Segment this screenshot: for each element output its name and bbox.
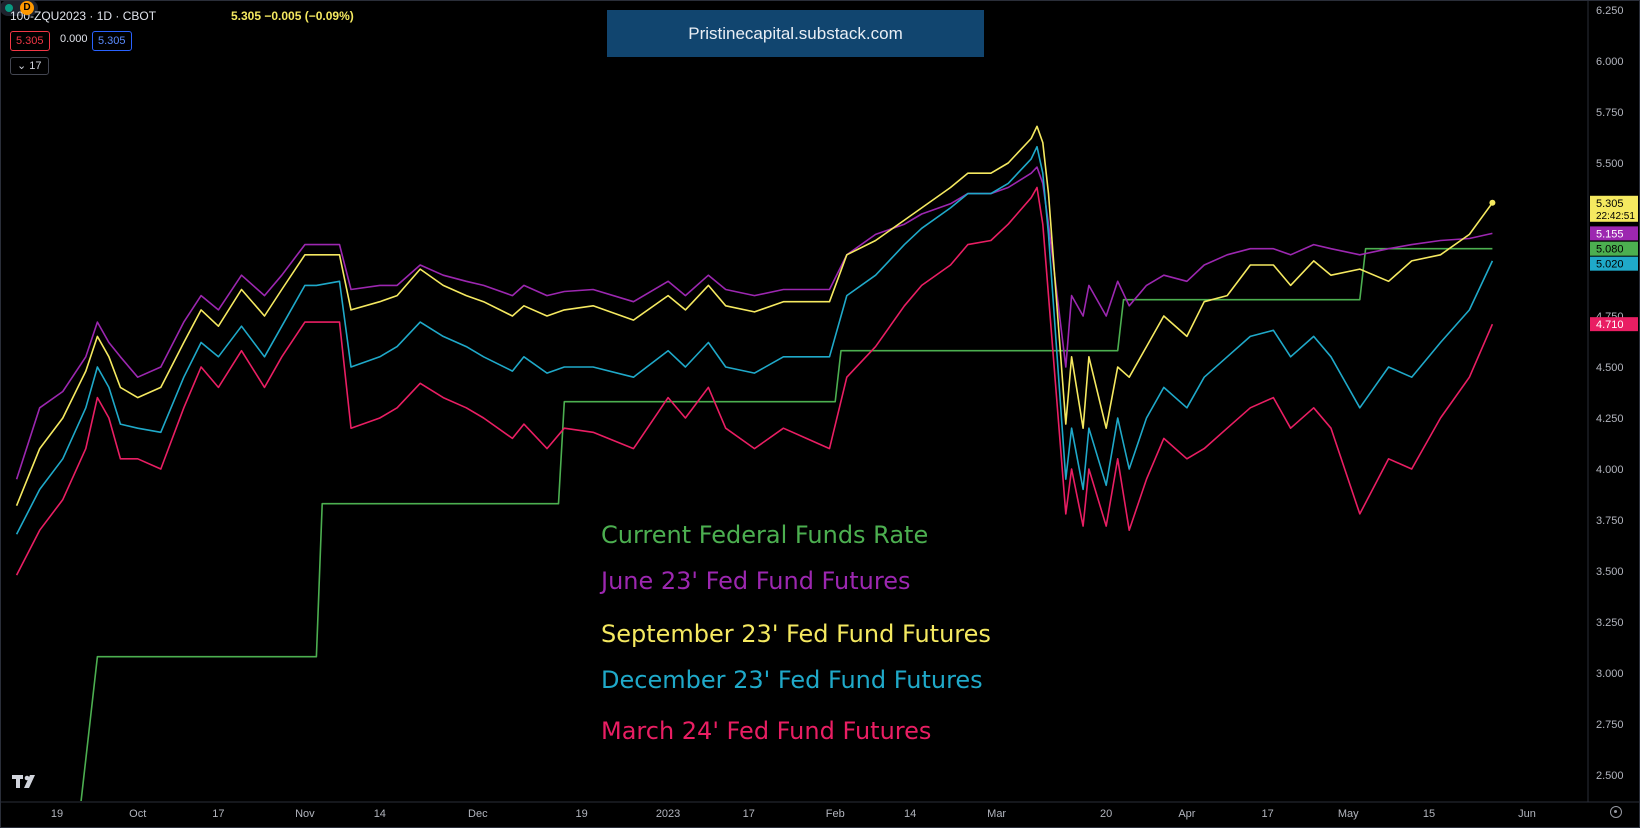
y-tick-label: 6.000 — [1596, 56, 1624, 68]
last-value-label: 5.020 — [1596, 259, 1624, 271]
market-status[interactable]: D — [0, 0, 38, 16]
legend-annotation: September 23' Fed Fund Futures — [601, 620, 991, 648]
last-price-dot — [1489, 199, 1496, 206]
y-tick-label: 5.500 — [1596, 158, 1624, 170]
last-value-tag — [1590, 317, 1638, 332]
y-tick-label: 2.500 — [1596, 770, 1624, 782]
y-tick-label: 6.250 — [1596, 5, 1624, 17]
y-tick-label: 4.250 — [1596, 413, 1624, 425]
series-line — [15, 125, 1494, 507]
y-tick-label: 3.750 — [1596, 515, 1624, 527]
legend-annotation: December 23' Fed Fund Futures — [601, 666, 983, 694]
series-line — [15, 166, 1493, 480]
last-value-label: 5.155 — [1596, 228, 1624, 240]
buy-price-button[interactable]: 5.305 — [92, 31, 132, 51]
interval-badge: D — [20, 1, 34, 15]
y-tick-label: 2.750 — [1596, 719, 1624, 731]
y-tick-label: 3.500 — [1596, 566, 1624, 578]
indicator-count: 17 — [29, 60, 42, 72]
x-tick-label: Dec — [468, 808, 488, 820]
chevron-down-icon: ⌄ — [17, 60, 27, 72]
series-line — [15, 145, 1494, 535]
y-tick-label: 3.000 — [1596, 668, 1624, 680]
x-tick-label: 17 — [212, 808, 224, 820]
last-value-label: 4.710 — [1596, 319, 1624, 331]
x-tick-label: May — [1338, 808, 1359, 820]
countdown-label: 22:42:51 — [1596, 211, 1635, 222]
last-value-label: 5.080 — [1596, 244, 1624, 256]
x-tick-label: 14 — [904, 808, 916, 820]
symbol-title[interactable]: 100-ZQU2023 · 1D · CBOT — [10, 9, 157, 23]
x-tick-label: Feb — [826, 808, 845, 820]
legend-annotation: June 23' Fed Fund Futures — [599, 567, 911, 595]
settings-icon[interactable] — [1610, 806, 1622, 818]
x-tick-label: 14 — [374, 808, 386, 820]
y-tick-label: 3.250 — [1596, 617, 1624, 629]
legend-annotation: March 24' Fed Fund Futures — [601, 717, 931, 745]
x-tick-label: Apr — [1178, 808, 1195, 820]
market-open-dot-icon — [5, 4, 13, 12]
x-tick-label: Mar — [987, 808, 1006, 820]
y-tick-label: 5.750 — [1596, 107, 1624, 119]
series-line — [80, 247, 1493, 801]
y-tick-label: 4.000 — [1596, 464, 1624, 476]
collapse-indicators-button[interactable]: ⌄ 17 — [10, 57, 49, 75]
last-value-tag — [1590, 195, 1638, 222]
y-tick-label: 4.500 — [1596, 362, 1624, 374]
x-tick-label: 17 — [1261, 808, 1273, 820]
price-change-readout: 5.305 −0.005 (−0.09%) — [231, 9, 354, 23]
sell-price-button[interactable]: 5.305 — [10, 31, 50, 51]
x-tick-label: Nov — [295, 808, 315, 820]
x-tick-label: 19 — [575, 808, 587, 820]
x-tick-label: Oct — [129, 808, 146, 820]
x-tick-label: 15 — [1423, 808, 1435, 820]
watermark-banner: Pristinecapital.substack.com — [607, 10, 984, 57]
last-value-tag — [1590, 241, 1638, 256]
spread-value: 0.000 — [60, 33, 88, 45]
x-tick-label: 17 — [743, 808, 755, 820]
x-tick-label: 2023 — [656, 808, 680, 820]
x-tick-label: Jun — [1518, 808, 1536, 820]
last-value-tag — [1590, 226, 1638, 241]
x-tick-label: 20 — [1100, 808, 1112, 820]
legend-annotation: Current Federal Funds Rate — [601, 521, 928, 549]
last-value-tag — [1590, 256, 1638, 271]
last-value-label: 5.305 — [1596, 198, 1624, 210]
tradingview-logo-icon[interactable] — [12, 775, 40, 789]
x-tick-label: 19 — [51, 808, 63, 820]
series-line — [15, 186, 1494, 576]
